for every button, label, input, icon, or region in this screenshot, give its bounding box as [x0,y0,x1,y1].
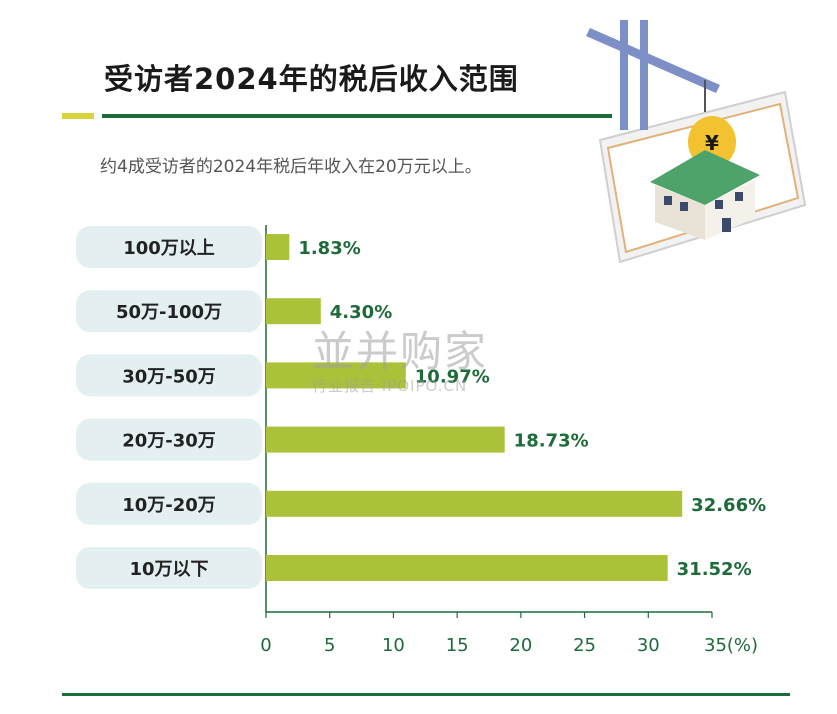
data-label: 18.73% [514,431,589,452]
x-tick-label: 0 [260,635,271,656]
category-label: 50万-100万 [116,302,222,323]
bar [266,555,668,581]
category-label-box [76,226,262,268]
bar [266,234,290,260]
category-label-box [76,354,262,397]
category-label-box [76,547,262,589]
bar [266,362,406,389]
title-underline [102,114,612,118]
chart-title: 受访者2024年的税后收入范围 [104,62,519,96]
title-accent-yellow [62,113,94,119]
category-label: 100万以上 [123,238,215,259]
svg-text:¥: ¥ [705,131,719,155]
x-tick-label: 20 [509,635,532,656]
chart-subtitle: 约4成受访者的2024年税后年收入在20万元以上。 [100,157,482,177]
x-tick-label: 15 [446,635,469,656]
category-label: 10万以下 [129,559,208,580]
x-tick-label: 5 [324,635,335,656]
category-label-box [76,482,262,525]
data-label: 4.30% [330,302,392,323]
bar [266,426,505,453]
data-label: 31.52% [677,559,752,580]
bar [266,298,321,325]
category-label: 20万-30万 [122,431,216,452]
x-tick-label: 30 [637,635,660,656]
house-crane-illustration: ¥ [586,20,807,264]
category-label-box [76,290,262,333]
x-tick-label: 25 [573,635,596,656]
category-label: 30万-50万 [122,366,216,387]
data-label: 32.66% [691,495,766,516]
x-tick-label: 10 [382,635,405,656]
bottom-rule [62,693,790,696]
data-label: 10.97% [415,366,490,387]
category-label-box [76,418,262,461]
category-label: 10万-20万 [122,495,216,516]
bar [266,490,683,517]
data-label: 1.83% [298,238,360,259]
x-tick-label: 35(%) [704,635,758,656]
